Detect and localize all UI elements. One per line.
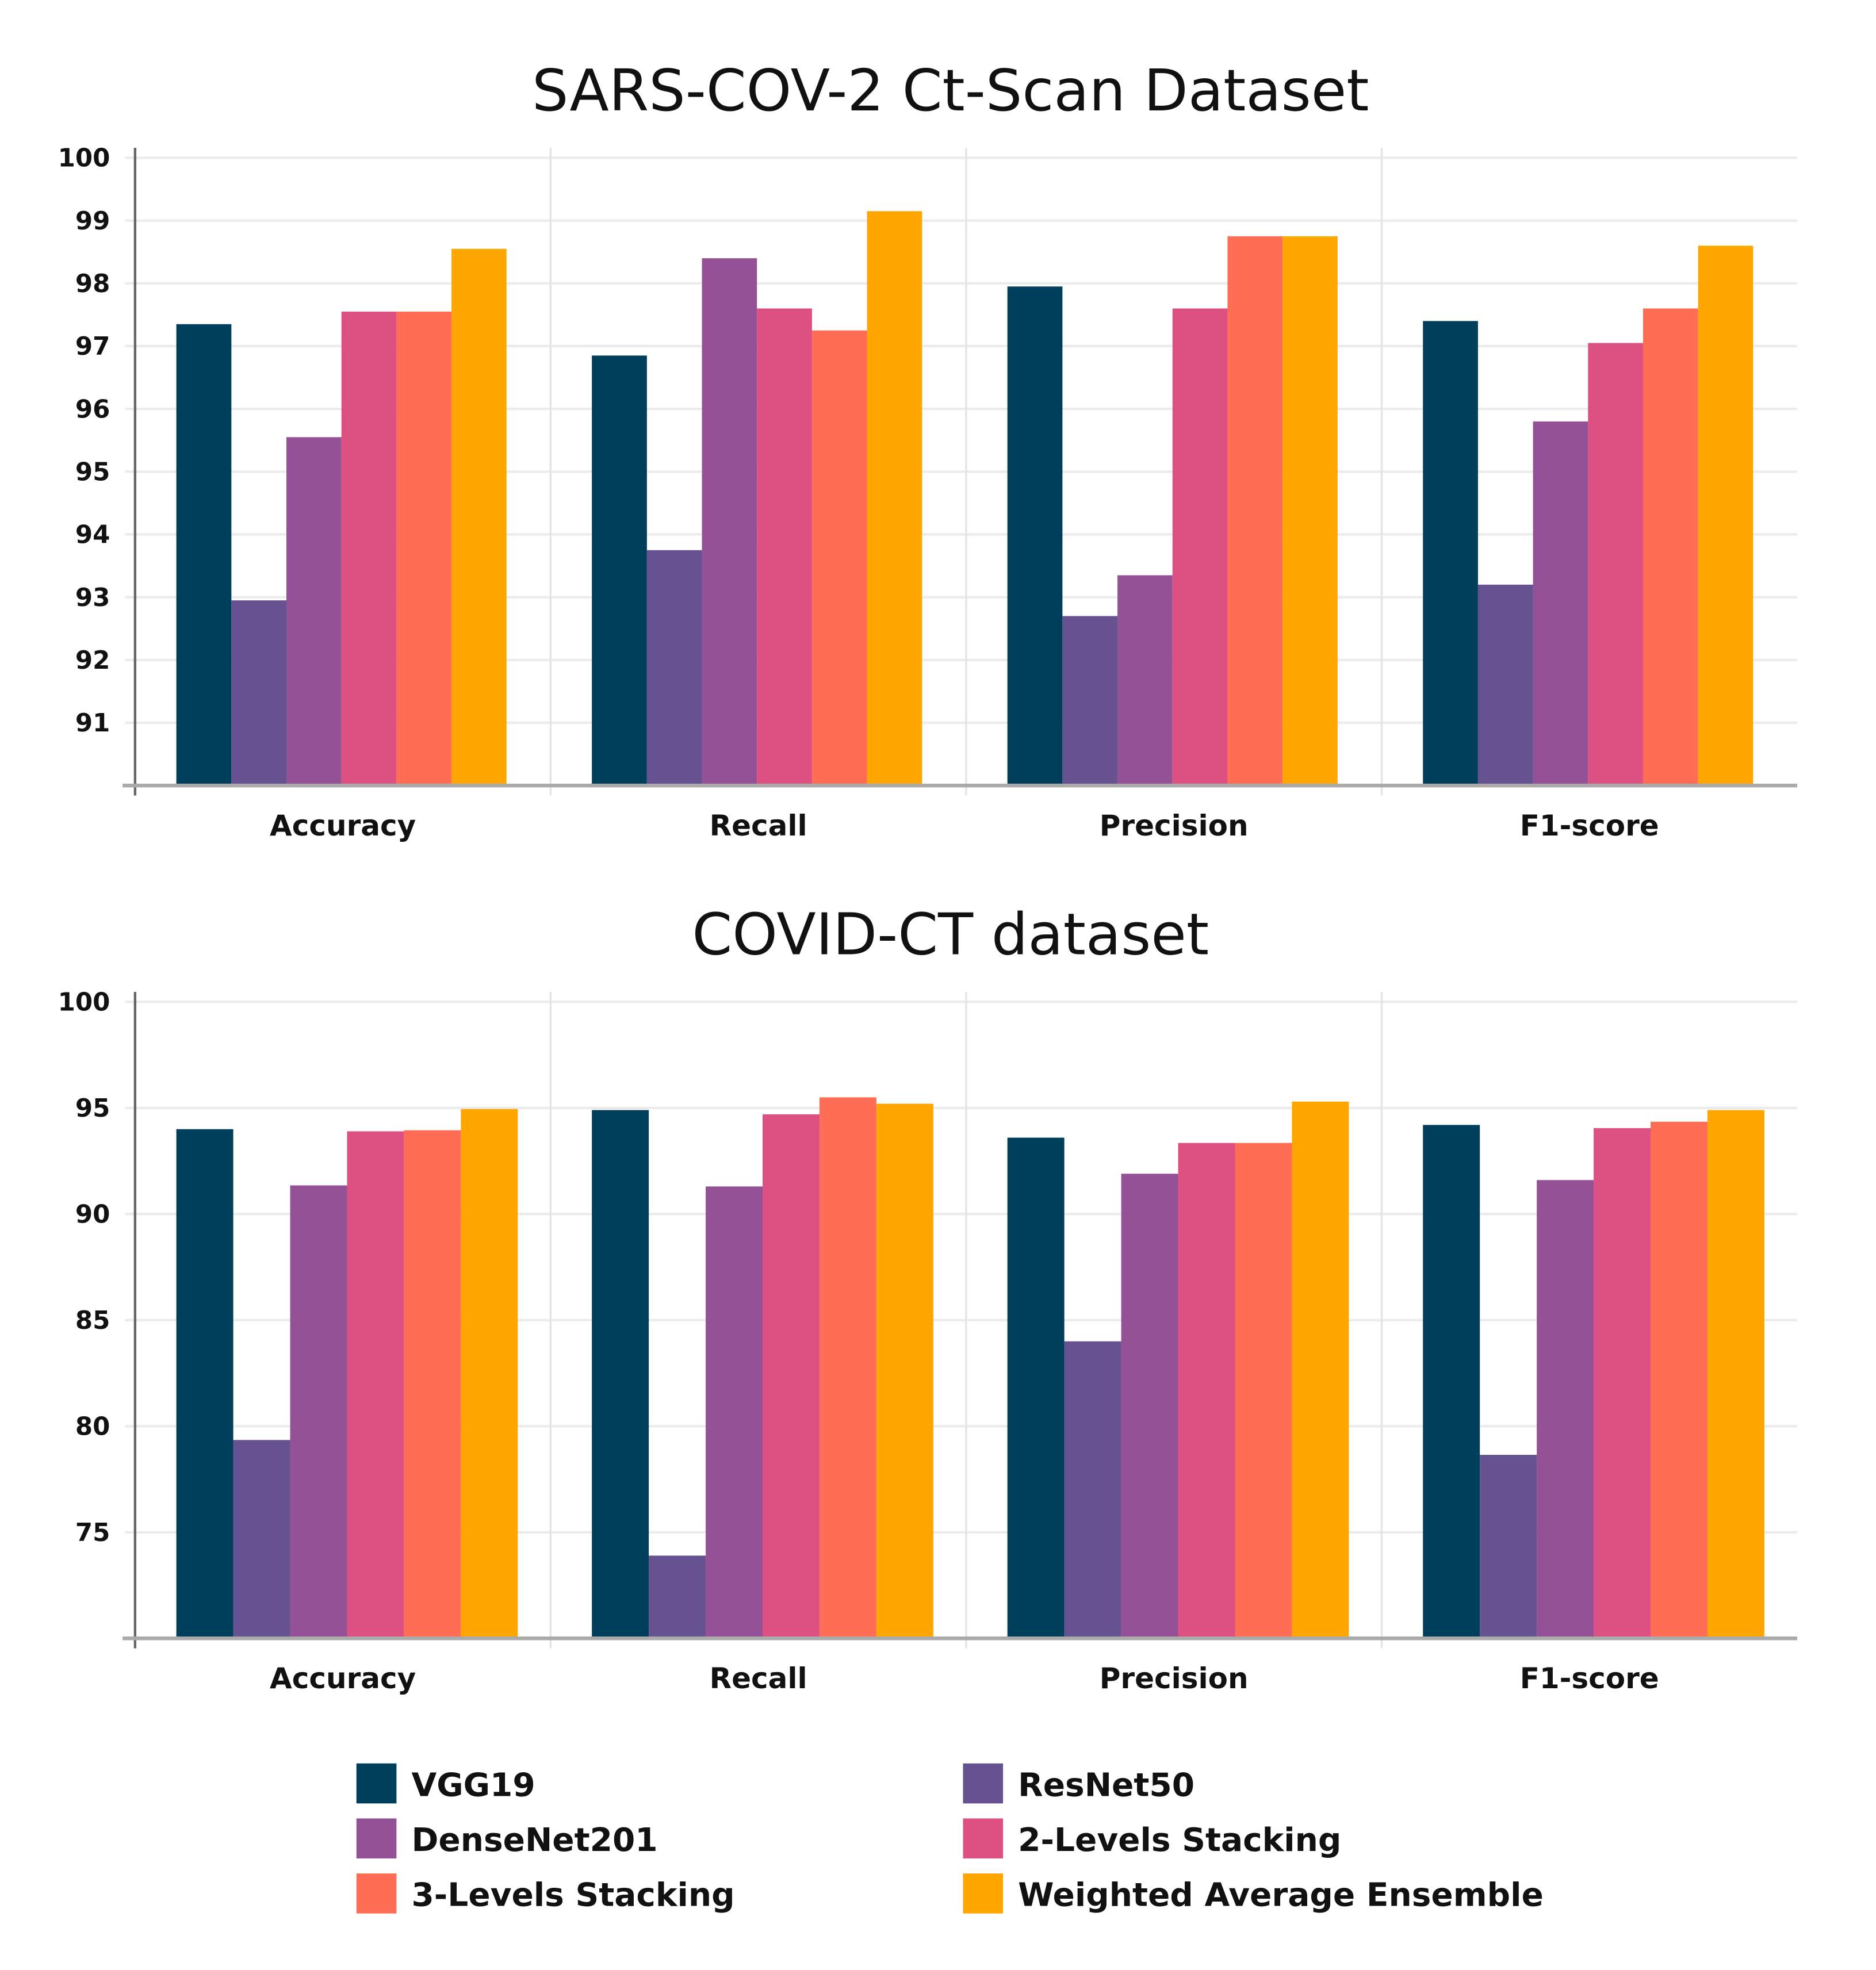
bar-vgg19-accuracy xyxy=(176,1129,233,1639)
bar-resnet50-f1-score xyxy=(1477,584,1533,786)
x-category-label: Precision xyxy=(1100,809,1249,842)
legend-label: 3-Levels Stacking xyxy=(411,1877,734,1914)
legend-item: ResNet50 xyxy=(963,1763,1194,1804)
y-tick-label: 98 xyxy=(75,270,110,298)
bar-2-levels-stacking-precision xyxy=(1178,1143,1235,1639)
bar-resnet50-recall xyxy=(649,1555,706,1639)
y-tick-label: 75 xyxy=(75,1519,110,1547)
bar-3-levels-stacking-precision xyxy=(1235,1143,1292,1639)
x-category-label: F1-score xyxy=(1520,1662,1659,1695)
bar-weighted-average-ensemble-f1-score xyxy=(1707,1110,1764,1639)
legend-swatch xyxy=(963,1818,1004,1859)
y-tick-label: 99 xyxy=(75,207,110,236)
chart-2: COVID-CT dataset 100 95 90 85 80 75 Accuracy Rec… xyxy=(58,901,1797,1695)
bar-3-levels-stacking-accuracy xyxy=(404,1130,461,1639)
y-tick-label: 93 xyxy=(75,584,110,612)
bar-weighted-average-ensemble-accuracy xyxy=(461,1109,518,1639)
bar-resnet50-accuracy xyxy=(231,600,286,786)
bar-2-levels-stacking-f1-score xyxy=(1594,1128,1651,1639)
y-tick-label: 100 xyxy=(58,144,110,173)
legend-label: 2-Levels Stacking xyxy=(1018,1822,1341,1859)
legend-item: 3-Levels Stacking xyxy=(356,1873,735,1914)
y-tick-label: 80 xyxy=(75,1413,110,1442)
bar-3-levels-stacking-precision xyxy=(1227,236,1283,786)
legend-swatch xyxy=(356,1873,397,1914)
bar-densenet201-precision xyxy=(1117,575,1173,786)
legend-item: 2-Levels Stacking xyxy=(963,1818,1341,1859)
y-tick-label: 94 xyxy=(75,521,110,550)
bar-3-levels-stacking-recall xyxy=(819,1097,876,1639)
bar-2-levels-stacking-accuracy xyxy=(347,1131,404,1639)
y-tick-label: 95 xyxy=(75,1094,110,1123)
y-tick-label: 91 xyxy=(75,709,110,738)
bar-densenet201-recall xyxy=(706,1186,763,1639)
bar-vgg19-accuracy xyxy=(176,324,232,786)
bar-densenet201-accuracy xyxy=(286,437,342,786)
y-tick-label: 97 xyxy=(75,332,110,361)
y-tick-label: 96 xyxy=(75,395,110,424)
x-category-label: Recall xyxy=(710,1662,807,1695)
bar-densenet201-accuracy xyxy=(290,1185,347,1639)
bar-resnet50-recall xyxy=(646,550,702,786)
bar-vgg19-precision xyxy=(1007,1137,1065,1639)
chart-1: SARS-COV-2 Ct-Scan Dataset 100 99 98 97 96 95 9… xyxy=(58,57,1797,842)
chart-title: SARS-COV-2 Ct-Scan Dataset xyxy=(532,57,1369,124)
bar-densenet201-precision xyxy=(1121,1174,1178,1639)
legend-swatch xyxy=(356,1763,397,1804)
legend-swatch xyxy=(356,1818,397,1859)
legend-label: ResNet50 xyxy=(1018,1766,1194,1804)
bar-weighted-average-ensemble-precision xyxy=(1292,1101,1349,1639)
legend: VGG19 ResNet50 DenseNet201 2-Levels Stackin… xyxy=(356,1763,1544,1914)
bar-3-levels-stacking-accuracy xyxy=(396,311,452,786)
legend-item: VGG19 xyxy=(356,1763,535,1804)
bar-2-levels-stacking-accuracy xyxy=(341,311,397,786)
legend-label: VGG19 xyxy=(411,1766,535,1804)
bar-3-levels-stacking-f1-score xyxy=(1651,1121,1707,1639)
bar-vgg19-precision xyxy=(1007,286,1063,786)
x-category-label: Precision xyxy=(1100,1662,1249,1695)
bar-densenet201-f1-score xyxy=(1537,1180,1594,1639)
bar-resnet50-precision xyxy=(1062,616,1118,786)
bar-2-levels-stacking-f1-score xyxy=(1588,343,1643,786)
bar-densenet201-f1-score xyxy=(1533,421,1588,786)
bar-vgg19-f1-score xyxy=(1423,1125,1480,1639)
bar-3-levels-stacking-recall xyxy=(811,330,867,786)
bar-vgg19-f1-score xyxy=(1423,321,1478,786)
y-tick-label: 95 xyxy=(75,458,110,487)
x-category-label: Recall xyxy=(710,809,807,842)
bar-resnet50-f1-score xyxy=(1480,1455,1537,1639)
bar-vgg19-recall xyxy=(592,1110,649,1639)
bar-weighted-average-ensemble-f1-score xyxy=(1698,246,1754,786)
bar-resnet50-precision xyxy=(1064,1341,1121,1639)
legend-item: Weighted Average Ensemble xyxy=(963,1873,1544,1914)
chart-title: COVID-CT dataset xyxy=(692,901,1209,968)
legend-swatch xyxy=(963,1873,1004,1914)
bar-resnet50-accuracy xyxy=(233,1440,290,1639)
legend-label: Weighted Average Ensemble xyxy=(1018,1877,1544,1914)
bar-weighted-average-ensemble-precision xyxy=(1282,236,1338,786)
y-tick-label: 100 xyxy=(58,988,110,1017)
bar-weighted-average-ensemble-recall xyxy=(867,211,922,786)
legend-item: DenseNet201 xyxy=(356,1818,658,1859)
x-category-label: F1-score xyxy=(1520,809,1659,842)
bar-2-levels-stacking-recall xyxy=(763,1114,820,1639)
y-tick-label: 85 xyxy=(75,1306,110,1335)
y-tick-label: 92 xyxy=(75,646,110,675)
legend-label: DenseNet201 xyxy=(411,1822,657,1859)
x-category-label: Accuracy xyxy=(270,809,416,842)
bar-weighted-average-ensemble-accuracy xyxy=(451,248,507,786)
bar-weighted-average-ensemble-recall xyxy=(876,1103,933,1639)
bar-densenet201-recall xyxy=(702,258,757,786)
bar-2-levels-stacking-recall xyxy=(757,308,812,786)
x-category-label: Accuracy xyxy=(270,1662,416,1695)
legend-swatch xyxy=(963,1763,1004,1804)
y-tick-label: 90 xyxy=(75,1201,110,1229)
bar-vgg19-recall xyxy=(592,355,647,786)
bar-3-levels-stacking-f1-score xyxy=(1643,308,1698,786)
bar-2-levels-stacking-precision xyxy=(1172,308,1228,786)
